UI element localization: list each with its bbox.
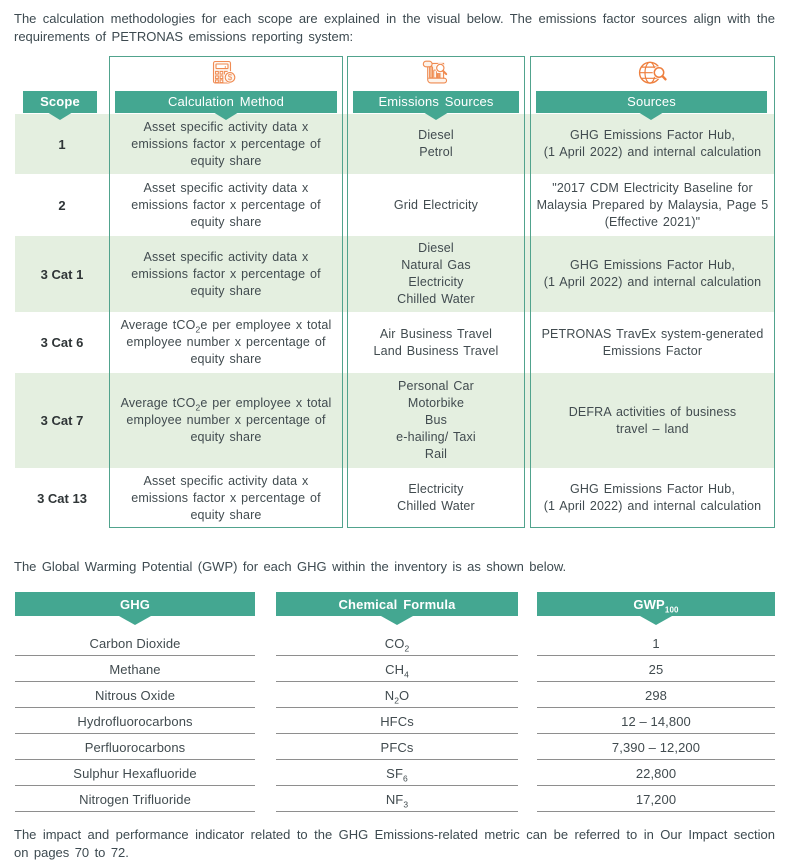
- svg-text:$: $: [228, 73, 233, 82]
